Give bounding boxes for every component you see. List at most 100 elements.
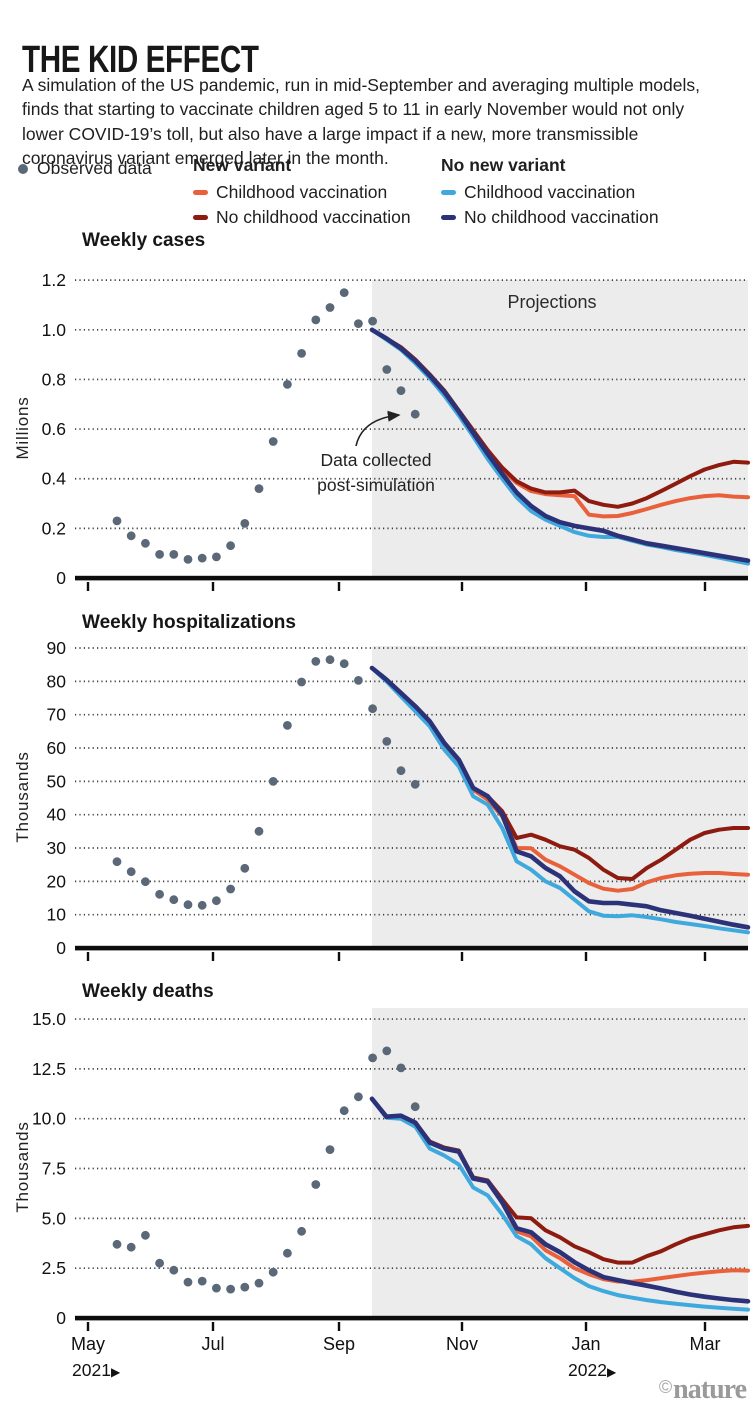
- year-label-2022: 2022▶: [568, 1360, 616, 1381]
- nature-credit: ©nature: [658, 1374, 747, 1406]
- y-tick-label: 10: [47, 905, 67, 925]
- observed-dot: [141, 1230, 150, 1240]
- legend-group-no-new-variant: No new variant Childhood vaccination No …: [441, 155, 659, 233]
- observed-dot: [112, 1239, 122, 1249]
- legend-item-label: Childhood vaccination: [464, 182, 636, 202]
- x-axis-label-sep: Sep: [322, 1334, 356, 1354]
- y-axis-unit-label: Thousands: [13, 751, 32, 843]
- y-axis-unit-label: Millions: [13, 396, 32, 460]
- year-label-2021: 2021▶: [72, 1360, 120, 1381]
- line-swatch-light-blue-icon: [441, 190, 456, 195]
- observed-dot: [212, 896, 221, 906]
- observed-dot: [283, 380, 292, 389]
- observed-dot: [254, 484, 264, 493]
- series-line-light_blue: [370, 1096, 750, 1312]
- observed-dot: [297, 1226, 306, 1236]
- y-tick-label: 0: [56, 1308, 66, 1328]
- observed-dot: [311, 315, 321, 325]
- observed-dot: [325, 303, 335, 312]
- observed-dot: [240, 519, 250, 528]
- y-tick-label: 15.0: [32, 1009, 66, 1029]
- observed-dot: [254, 1278, 264, 1288]
- observed-dot: [254, 826, 264, 836]
- y-tick-label: 1.2: [42, 270, 66, 290]
- y-tick-label: 5.0: [42, 1208, 67, 1228]
- y-tick-label: 1.0: [42, 320, 67, 340]
- observed-dot: [240, 1282, 250, 1292]
- observed-dot: [354, 1092, 363, 1102]
- series-line-navy: [369, 1096, 751, 1304]
- observed-dot: [410, 779, 420, 789]
- observed-dot: [169, 895, 179, 905]
- observed-dot: [197, 1276, 207, 1286]
- x-axis: [75, 1315, 748, 1321]
- observed-dot: [183, 1277, 193, 1287]
- observed-dot: [396, 766, 406, 776]
- observed-dot: [396, 386, 406, 395]
- y-tick-label: 20: [47, 871, 67, 891]
- legend-observed: Observed data: [18, 158, 152, 179]
- y-tick-label: 90: [47, 638, 67, 658]
- y-tick-label: 0.2: [42, 518, 66, 538]
- legend-item-label: No childhood vaccination: [216, 207, 411, 227]
- y-tick-label: 40: [47, 805, 67, 825]
- y-tick-label: 0.4: [42, 469, 67, 489]
- legend-item-label: No childhood vaccination: [464, 207, 659, 227]
- series-line-light_blue: [370, 666, 750, 935]
- callout-line-1: Data collected: [320, 450, 432, 470]
- observed-dot: [126, 531, 136, 541]
- x-axis-label-mar: Mar: [689, 1334, 721, 1354]
- chart-title-weekly-deaths: Weekly deaths: [82, 981, 214, 1002]
- observed-dot: [283, 1248, 292, 1258]
- observed-dot: [268, 1267, 278, 1277]
- observed-dot: [112, 516, 122, 526]
- callout-annotation: Data collected post-simulation: [303, 448, 449, 498]
- legend-group-title: No new variant: [441, 155, 566, 175]
- x-axis: [75, 575, 748, 581]
- observed-dot: [410, 1102, 420, 1112]
- callout-arrow-icon: [355, 410, 401, 447]
- line-swatch-navy-icon: [441, 215, 456, 220]
- y-tick-label: 60: [47, 738, 67, 758]
- legend-item-label: Childhood vaccination: [216, 182, 388, 202]
- copyright-icon: ©: [658, 1377, 673, 1397]
- series-line-navy: [369, 327, 751, 563]
- observed-dot: [141, 538, 150, 548]
- year-arrow-icon: ▶: [110, 1365, 121, 1379]
- y-axis-unit-label: Thousands: [13, 1121, 32, 1213]
- observed-dot: [297, 349, 306, 358]
- x-axis-label-jan: Jan: [571, 1334, 601, 1354]
- observed-dot: [126, 1242, 136, 1252]
- legend-item: No childhood vaccination: [441, 207, 659, 227]
- observed-dot: [226, 541, 236, 551]
- observed-dot: [268, 437, 278, 446]
- observed-dot: [240, 863, 250, 873]
- observed-dot: [197, 900, 207, 910]
- observed-dot: [283, 721, 292, 730]
- legend-group-new-variant: New variant Childhood vaccination No chi…: [193, 155, 411, 233]
- observed-dot: [382, 737, 392, 746]
- observed-dot: [112, 857, 122, 867]
- observed-dot: [368, 704, 377, 714]
- observed-dot: [382, 1046, 392, 1056]
- legend-item: Childhood vaccination: [441, 182, 659, 202]
- projection-region: [372, 646, 748, 948]
- legend-group-title: New variant: [193, 155, 292, 175]
- observed-dot: [339, 659, 349, 669]
- observed-dot: [354, 319, 363, 328]
- callout-line-2: post-simulation: [317, 475, 435, 495]
- observed-dot: [141, 877, 150, 887]
- y-tick-label: 0: [56, 938, 66, 958]
- observed-dot: [169, 1265, 179, 1275]
- observed-dot: [382, 365, 392, 374]
- y-tick-label: 7.5: [42, 1159, 66, 1179]
- observed-dot: [212, 552, 221, 562]
- x-axis-label-may: May: [70, 1334, 105, 1354]
- observed-dot: [126, 867, 136, 877]
- observed-dot: [311, 657, 321, 666]
- observed-dot: [325, 1145, 335, 1154]
- observed-dot: [268, 777, 278, 786]
- observed-dot: [311, 1180, 321, 1189]
- y-tick-label: 10.0: [32, 1109, 66, 1129]
- observed-dot: [339, 1106, 349, 1116]
